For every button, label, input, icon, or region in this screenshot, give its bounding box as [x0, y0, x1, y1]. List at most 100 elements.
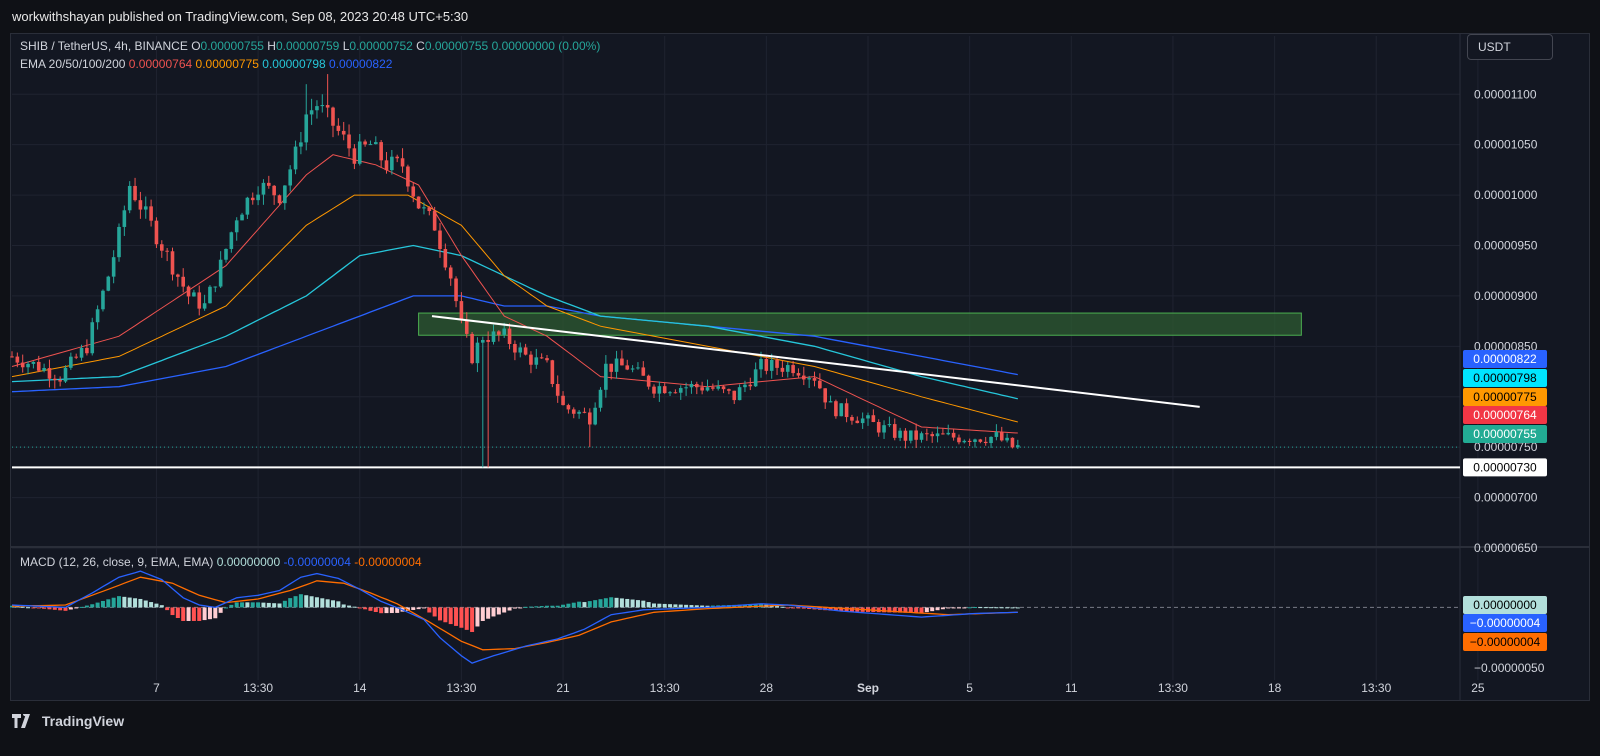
macd-histogram-bar — [523, 606, 528, 608]
symbol-name[interactable]: SHIB / TetherUS, 4h, BINANCE — [20, 39, 188, 53]
candle-body — [555, 383, 560, 396]
candle-body — [42, 368, 46, 371]
candle-body — [646, 375, 651, 387]
candle-body — [753, 369, 758, 387]
candle-body — [689, 383, 694, 388]
macd-histogram-bar — [218, 607, 223, 613]
candle-body — [117, 226, 121, 258]
candle-body — [181, 276, 185, 287]
macd-histogram-bar — [512, 607, 517, 609]
ema100-line — [11, 244, 1018, 400]
currency-button[interactable]: USDT — [1467, 34, 1553, 60]
candle-body — [336, 125, 341, 131]
candle-body — [876, 421, 881, 433]
candle-body — [994, 432, 999, 437]
macd-histogram-bar — [652, 603, 656, 608]
time-axis-label: 13:30 — [1158, 681, 1188, 695]
macd-label[interactable]: MACD (12, 26, close, 9, EMA, EMA) — [20, 555, 214, 569]
macd-histogram-bar — [903, 607, 908, 613]
candle-body — [309, 110, 314, 115]
candle-body — [598, 389, 603, 408]
macd-histogram-bar — [555, 605, 560, 608]
candle-body — [561, 395, 565, 406]
macd-histogram-bar — [138, 598, 143, 608]
candle-body — [909, 430, 913, 441]
time-axis-label: 13:30 — [1361, 681, 1391, 695]
candle-body — [882, 425, 886, 433]
candle-body — [844, 403, 849, 418]
macd-signal-value: -0.00000004 — [354, 555, 422, 569]
candle-body — [165, 250, 169, 252]
macd-histogram-bar — [833, 607, 838, 611]
candle-body — [63, 367, 68, 382]
macd-histogram-bar — [154, 603, 159, 608]
macd-histogram-bar — [277, 603, 282, 608]
macd-histogram-bar — [775, 606, 780, 608]
ema-label[interactable]: EMA 20/50/100/200 — [20, 57, 126, 71]
candle-body — [700, 387, 704, 391]
macd-histogram-bar — [207, 607, 212, 620]
candle-body — [475, 342, 480, 364]
macd-histogram-bar — [368, 607, 373, 611]
price-label-box — [1463, 388, 1547, 406]
candle-body — [267, 182, 271, 186]
macd-histogram-bar — [930, 607, 935, 612]
candle-body — [368, 144, 373, 146]
candle-body — [149, 206, 153, 221]
time-axis-label: 28 — [760, 681, 774, 695]
macd-histogram-bar — [240, 602, 245, 608]
candle-body — [422, 207, 426, 209]
macd-histogram-bar — [250, 602, 255, 608]
macd-legend: MACD (12, 26, close, 9, EMA, EMA) 0.0000… — [20, 555, 422, 569]
macd-histogram-bar — [502, 607, 507, 613]
macd-histogram-bar — [90, 604, 95, 608]
candle-body — [299, 142, 303, 147]
macd-histogram-bar — [507, 607, 512, 611]
ema20-value: 0.00000764 — [128, 57, 193, 71]
candle-body — [122, 210, 127, 227]
currency-label: USDT — [1478, 40, 1511, 54]
candle-body — [31, 361, 36, 364]
macd-histogram-bar — [550, 605, 555, 608]
candle-body — [277, 195, 282, 204]
candle-body — [577, 411, 581, 414]
macd-histogram-bar — [614, 597, 619, 608]
low-value: 0.00000752 — [349, 39, 413, 53]
price-tick-label: 0.00000950 — [1474, 239, 1538, 253]
macd-histogram-bar — [791, 607, 796, 609]
macd-histogram-bar — [416, 607, 421, 610]
ema50-line — [11, 194, 1018, 423]
candle-body — [812, 378, 817, 381]
candle-body — [47, 368, 52, 379]
macd-histogram-bar — [272, 603, 277, 608]
candle-body — [588, 412, 592, 425]
ema200-value: 0.00000822 — [329, 57, 393, 71]
macd-histogram-bar — [673, 604, 678, 608]
macd-histogram-bar — [304, 595, 309, 608]
tradingview-footer[interactable]: TradingView — [12, 711, 124, 731]
macd-histogram-bar — [924, 607, 929, 613]
macd-histogram-bar — [785, 607, 790, 609]
close-label: C — [416, 39, 425, 53]
candle-body — [502, 328, 506, 335]
macd-histogram-bar — [882, 607, 887, 613]
price-label-box — [1463, 350, 1547, 368]
macd-histogram-bar — [609, 597, 614, 608]
macd-histogram-bar — [202, 607, 207, 621]
macd-histogram-bar — [373, 607, 378, 613]
candle-body — [662, 386, 667, 394]
macd-histogram-bar — [908, 607, 913, 613]
macd-histogram-bar — [780, 606, 785, 608]
candle-body — [229, 232, 234, 249]
macd-histogram-bar — [261, 602, 266, 608]
candle-body — [850, 417, 854, 421]
candle-body — [967, 440, 972, 442]
macd-histogram-bar — [962, 607, 967, 609]
macd-histogram-bar — [347, 605, 352, 608]
macd-histogram-bar — [63, 607, 68, 611]
candle-body — [818, 380, 822, 389]
macd-histogram-bar — [946, 607, 951, 609]
macd-histogram-bar — [181, 607, 186, 621]
macd-histogram-bar — [951, 607, 956, 609]
